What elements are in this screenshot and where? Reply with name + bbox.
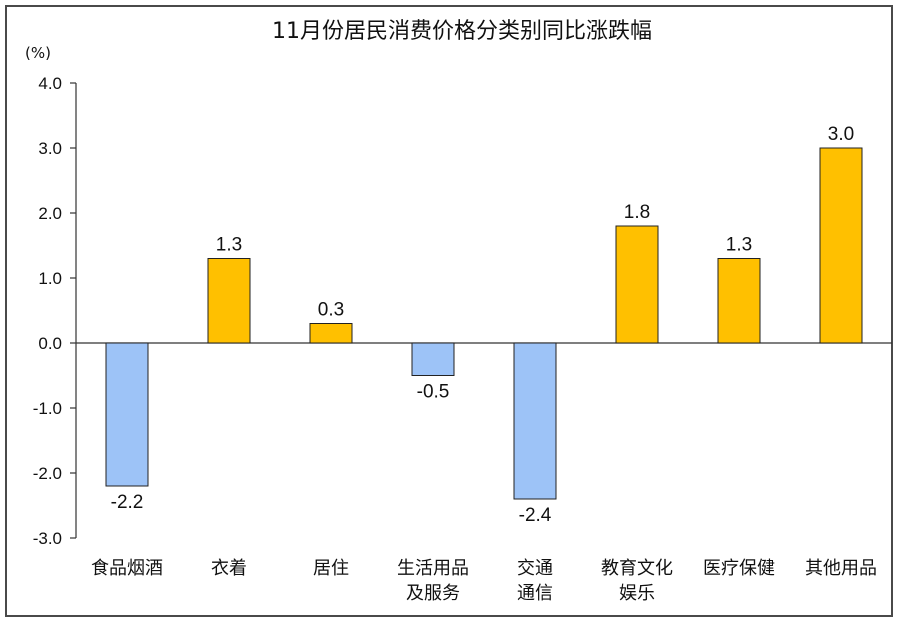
bar [309,323,353,344]
data-label: -2.4 [519,505,552,526]
data-label: -2.2 [111,492,144,513]
data-label: -0.5 [417,382,450,403]
chart-title: 11月份居民消费价格分类别同比涨跌幅 [272,19,652,44]
category-label: 娱乐 [619,583,655,604]
bar [513,342,557,500]
y-tick-label: -3.0 [33,529,62,548]
y-tick-label: 1.0 [38,269,62,288]
y-tick-label: -2.0 [33,464,62,483]
category-label: 生活用品 [397,558,469,579]
data-label: 1.3 [726,235,752,256]
category-label: 交通 [517,558,553,579]
bar [819,147,863,344]
data-label: 3.0 [828,124,854,145]
bar [105,342,149,487]
bar [207,258,251,344]
category-label: 食品烟酒 [91,558,163,579]
category-label: 衣着 [211,558,247,579]
plot-area: 4.0 3.0 2.0 1.0 0.0 -1.0 -2.0 -3.0 -2.2 食品烟酒 1.3 衣着… [33,74,892,604]
y-tick-label: 3.0 [38,139,62,158]
y-tick-label: -1.0 [33,399,62,418]
unit-label: (%) [25,44,51,62]
category-label: 及服务 [406,583,460,604]
y-tick-label: 4.0 [38,74,62,93]
bar [411,342,455,376]
category-label: 其他用品 [805,558,877,579]
data-label: 0.3 [318,300,344,321]
bar [615,225,659,344]
y-tick-label: 0.0 [38,334,62,353]
category-label: 医疗保健 [703,558,775,579]
data-label: 1.8 [624,202,650,223]
category-label: 教育文化 [601,558,673,579]
category-label: 居住 [313,558,349,579]
data-label: 1.3 [216,235,242,256]
y-tick-label: 2.0 [38,204,62,223]
category-label: 通信 [517,583,553,604]
bar [717,258,761,344]
